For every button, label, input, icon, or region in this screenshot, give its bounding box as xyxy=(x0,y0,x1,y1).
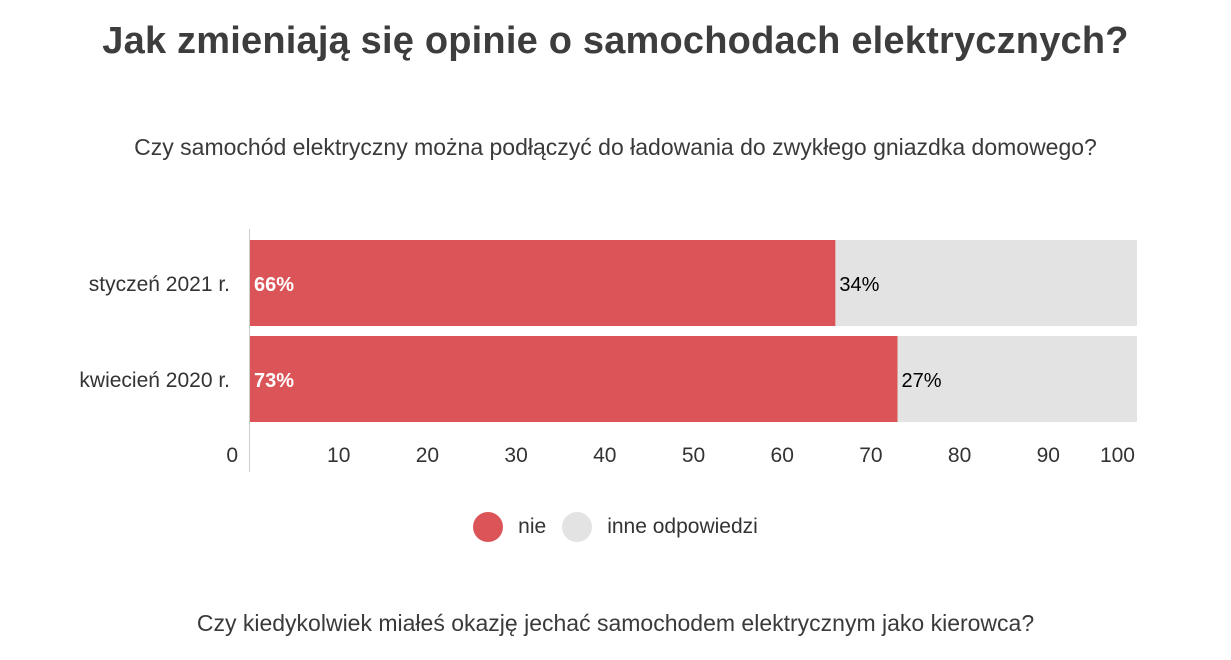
chart-question: Czy samochód elektryczny można podłączyć… xyxy=(134,134,1097,160)
x-tick-label: 50 xyxy=(682,444,705,467)
legend-swatch-nie xyxy=(473,512,504,542)
legend-item-nie: nie xyxy=(473,512,546,542)
x-tick-label: 0 xyxy=(226,444,238,467)
x-tick-label: 100 xyxy=(1100,444,1135,467)
category-label-1: styczeń 2021 r. xyxy=(89,273,230,296)
x-tick-label: 60 xyxy=(771,444,794,467)
category-label-2: kwiecień 2020 r. xyxy=(79,369,230,392)
data-label-inne-odpowiedzi-1: 34% xyxy=(839,274,879,296)
x-tick-label: 10 xyxy=(327,444,350,467)
legend-label-inne-odpowiedzi: inne odpowiedzi xyxy=(607,515,758,538)
bar-nie-2 xyxy=(250,336,898,422)
page-title: Jak zmieniają się opinie o samochodach e… xyxy=(102,20,1129,62)
bar-inne-odpowiedzi-2 xyxy=(897,336,1137,422)
x-tick-label: 30 xyxy=(504,444,527,467)
axis-layer: styczeń 2021 r. kwiecień 2020 r. 0 10 20 30 40… xyxy=(79,229,1135,472)
chart-legend: nie inne odpowiedzi xyxy=(0,512,1231,542)
data-label-nie-1: 66% xyxy=(254,274,294,296)
data-label-nie-2: 73% xyxy=(254,370,294,392)
x-tick-label: 90 xyxy=(1037,444,1060,467)
x-tick-label: 20 xyxy=(416,444,439,467)
x-tick-label: 70 xyxy=(859,444,882,467)
labels-layer: 66% 34% 73% 27% xyxy=(254,274,942,392)
bars-layer xyxy=(250,240,1137,422)
legend-swatch-inne-odpowiedzi xyxy=(562,512,593,542)
bar-nie-1 xyxy=(250,240,836,326)
x-tick-label: 40 xyxy=(593,444,616,467)
stacked-bar-chart: 66% 34% 73% 27% styczeń 2021 r. kwiecień 202… xyxy=(79,229,1137,472)
next-question: Czy kiedykolwiek miałeś okazję jechać sa… xyxy=(196,610,1035,636)
x-tick-label: 80 xyxy=(948,444,971,467)
data-label-inne-odpowiedzi-2: 27% xyxy=(902,370,942,392)
legend-item-inne-odpowiedzi: inne odpowiedzi xyxy=(562,512,758,542)
legend-label-nie: nie xyxy=(518,515,547,538)
bar-inne-odpowiedzi-1 xyxy=(835,240,1137,326)
